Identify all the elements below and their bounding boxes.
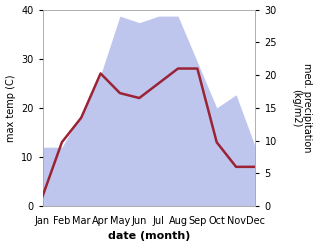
Y-axis label: max temp (C): max temp (C) bbox=[5, 74, 16, 142]
X-axis label: date (month): date (month) bbox=[108, 231, 190, 242]
Y-axis label: med. precipitation
(kg/m2): med. precipitation (kg/m2) bbox=[291, 63, 313, 153]
